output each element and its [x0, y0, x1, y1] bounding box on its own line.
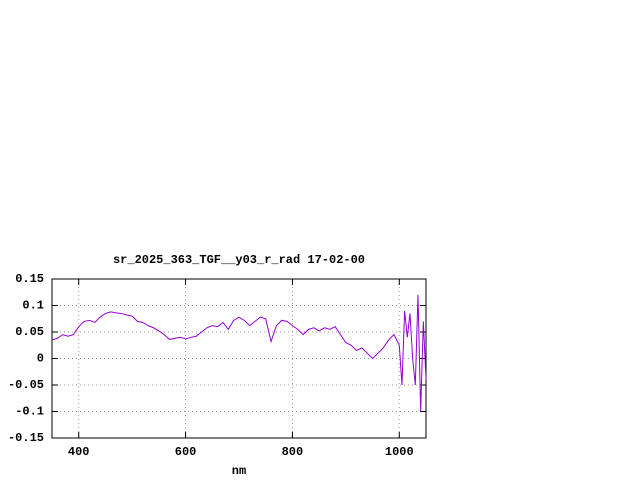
x-tick-label: 800	[282, 445, 304, 459]
y-tick-label: -0.1	[15, 405, 44, 419]
x-tick-label: 600	[175, 445, 197, 459]
data-line	[51, 294, 427, 412]
y-tick-label: -0.15	[8, 431, 44, 445]
plot-border	[51, 278, 427, 439]
y-tick-label: -0.05	[8, 378, 44, 392]
chart-title: sr_2025_363_TGF__y03_r_rad 17-02-00	[113, 253, 365, 267]
y-tick-label: 0.05	[15, 325, 44, 339]
y-tick-label: 0.1	[22, 299, 44, 313]
y-tick-label: 0	[37, 352, 44, 366]
x-axis-label: nm	[232, 464, 246, 478]
x-tick-label: 400	[68, 445, 90, 459]
x-tick-label: 1000	[385, 445, 414, 459]
y-tick-label: 0.15	[15, 272, 44, 286]
